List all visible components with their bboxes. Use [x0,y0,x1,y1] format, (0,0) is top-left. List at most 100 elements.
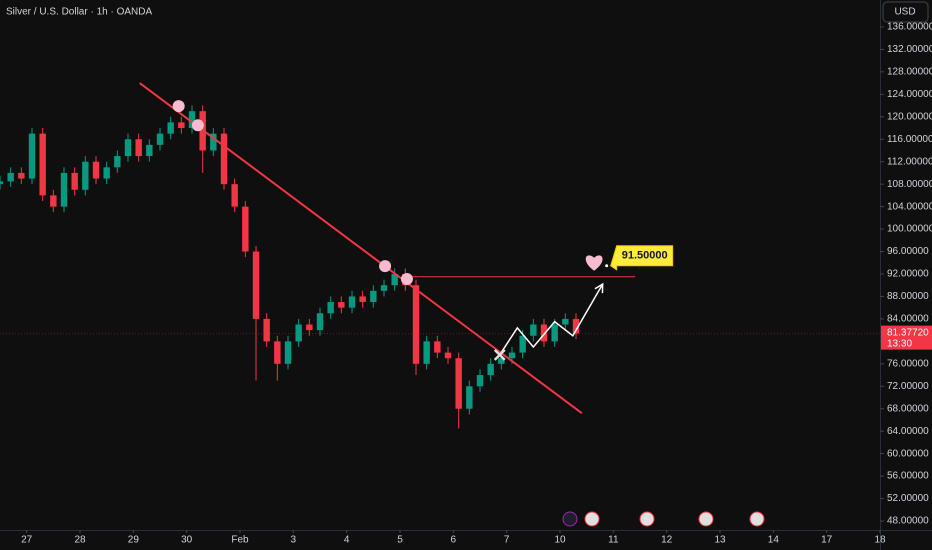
y-tick-label: 104.00000 [887,201,932,212]
y-tick-label: 132.00000 [887,44,932,55]
candle-body [231,184,238,207]
y-tick-label: 56.00000 [887,471,929,482]
candle-body [71,172,78,190]
y-tick-label: 72.00000 [887,381,929,392]
candle-body [124,139,132,157]
breakout-marker [493,348,506,361]
touch-point [172,100,185,113]
candle-body [114,156,121,168]
y-tick-label: 60.00000 [887,448,929,459]
y-tick-label: 48.00000 [887,516,929,527]
x-tick-label: 7 [504,535,510,546]
x-tick-label: 4 [344,535,350,546]
candle-body [316,313,324,331]
candle-body [540,324,548,342]
candle-body [274,341,281,364]
candle-body [220,133,228,185]
y-tick-label: 52.00000 [887,493,929,504]
candle-body [498,358,505,364]
candle-body [146,144,153,157]
current-price-box [881,325,932,350]
candle-body [551,324,558,342]
countdown-label: 13:30 [887,338,912,349]
candle-body [103,167,110,179]
currency-button[interactable] [882,1,929,23]
candle-body [252,251,260,319]
x-tick-label: 11 [608,535,619,546]
y-tick-label: 92.00000 [887,269,929,280]
event-icon[interactable] [698,511,714,527]
currency-label: USD [894,7,915,18]
y-tick-label: 68.00000 [887,403,929,414]
x-tick-label: 12 [661,535,673,546]
candle-body [178,122,185,129]
y-tick-label: 124.00000 [887,89,932,100]
y-tick-label: 84.00000 [887,314,929,325]
event-icon[interactable] [639,511,655,527]
event-icon[interactable] [749,511,765,527]
y-tick-label: 96.00000 [887,246,929,257]
touch-point [400,273,413,286]
x-tick-label: 28 [74,535,86,546]
candle-body [572,318,580,334]
projection-path [499,283,604,356]
candle-body [135,139,142,157]
candle-body [263,318,270,342]
projection-arrowhead [594,282,604,294]
candle-body [82,161,89,190]
y-tick-label: 64.00000 [887,426,929,437]
candle-body [519,335,526,353]
candle-body [338,302,345,308]
target-label-box [610,245,674,271]
candle-body [7,172,14,182]
candle-body [476,375,484,387]
y-tick-label: 116.00000 [887,134,932,145]
x-tick-label: 13 [714,535,726,546]
x-tick-label: 3 [291,535,297,546]
target-label: 91.50000 [622,250,668,262]
candle-body [348,296,356,308]
trendline [139,82,583,415]
candle-body [60,172,68,207]
y-tick-label: 100.00000 [887,224,932,235]
target-dot [605,264,609,268]
candle-body [242,206,249,252]
candle-body [380,285,388,291]
candle-body [284,341,292,364]
candle-body [156,133,164,145]
candle-body [28,133,36,179]
candle-body [434,341,441,353]
touch-point [191,119,204,132]
candle-body [444,352,452,359]
candle-body [466,386,473,409]
candle-body [455,358,462,409]
candle-body [0,181,4,185]
x-tick-label: 5 [397,535,403,546]
candle-body [487,363,494,376]
touch-point [379,260,392,273]
y-tick-label: 112.00000 [887,156,932,167]
event-icon[interactable] [584,511,600,527]
chart-title: Silver / U.S. Dollar · 1h · OANDA [6,7,152,18]
candle-body [423,341,430,364]
candle-body [508,352,516,359]
event-icons [562,511,765,527]
candle-body [327,302,334,314]
candle-body [370,290,377,303]
candle-body [50,195,57,207]
y-tick-label: 120.00000 [887,111,932,122]
event-icon[interactable] [562,511,578,527]
candle-body [412,285,420,364]
candle-body [92,161,100,179]
x-tick-label: 17 [821,535,833,546]
candle-body [167,122,174,134]
y-tick-label: 128.00000 [887,67,932,78]
candle-body [391,273,398,286]
x-tick-label: Feb [231,535,249,546]
current-price-label: 81.37720 [887,327,929,338]
y-tick-label: 88.00000 [887,291,929,302]
candle-body [530,324,537,336]
